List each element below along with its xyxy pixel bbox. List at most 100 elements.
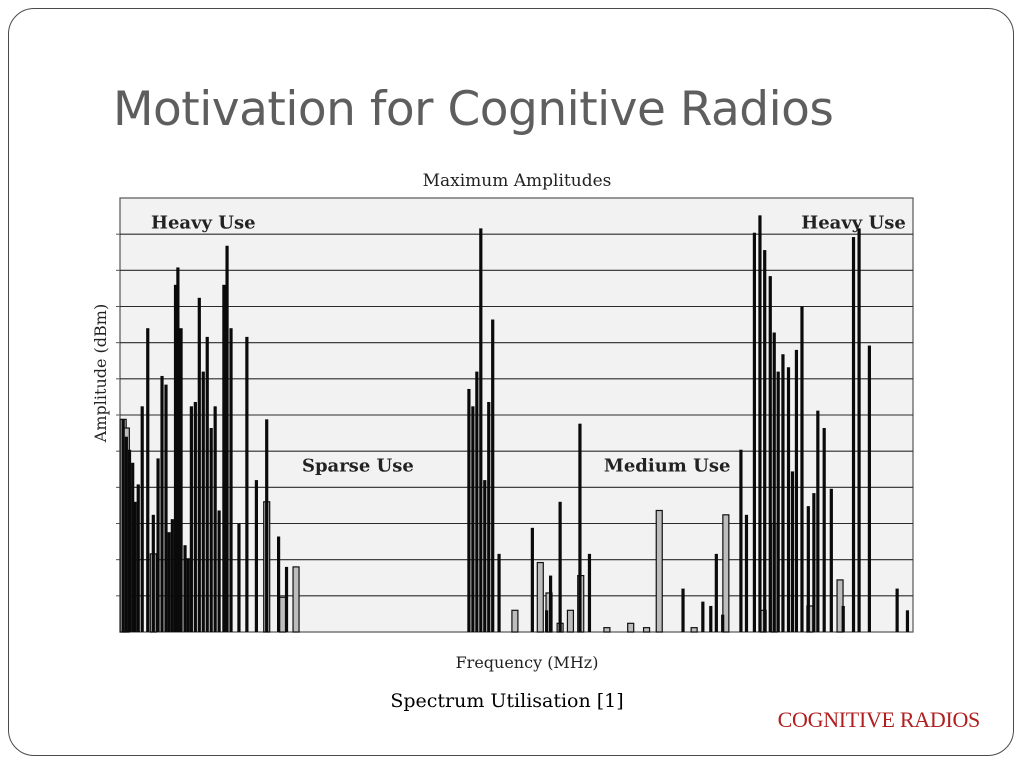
bar xyxy=(491,319,495,632)
bar xyxy=(151,514,155,632)
bar xyxy=(479,228,483,632)
bar xyxy=(156,458,160,632)
bar xyxy=(254,480,258,632)
bar xyxy=(800,306,804,632)
bar xyxy=(124,436,128,632)
bar xyxy=(681,588,685,632)
annotation-label: Medium Use xyxy=(604,455,730,476)
gridlines xyxy=(116,233,913,597)
bar xyxy=(284,566,289,632)
bar xyxy=(213,406,217,632)
bar xyxy=(776,371,780,632)
dark-series-bars xyxy=(121,215,910,633)
bar xyxy=(536,561,544,633)
bar xyxy=(578,423,582,632)
bar xyxy=(189,406,193,632)
bar xyxy=(497,553,501,632)
bar xyxy=(245,336,249,632)
bar xyxy=(229,328,233,632)
bar xyxy=(566,609,575,633)
bar xyxy=(739,449,743,632)
bar xyxy=(205,336,209,632)
slide-frame xyxy=(8,8,1014,756)
bar xyxy=(483,480,487,632)
bar xyxy=(816,410,820,632)
bar xyxy=(812,493,816,632)
bar xyxy=(851,237,856,632)
footer-brand: COGNITIVE RADIOS xyxy=(777,707,981,732)
annotation-label: Sparse Use xyxy=(302,455,414,476)
bar xyxy=(758,215,762,633)
bar xyxy=(167,532,171,632)
bar xyxy=(222,284,226,632)
bar xyxy=(193,401,197,632)
bar xyxy=(790,471,795,632)
y-axis-label: Amplitude (dBm) xyxy=(91,304,110,443)
bar xyxy=(768,276,772,632)
bar xyxy=(201,371,205,632)
bar xyxy=(136,484,140,632)
bar xyxy=(829,488,833,632)
bar xyxy=(265,419,269,632)
bar xyxy=(127,449,132,632)
bar xyxy=(183,545,187,632)
bar xyxy=(170,519,174,632)
bar xyxy=(587,553,592,632)
bar xyxy=(822,428,826,632)
bar xyxy=(511,609,519,633)
x-axis-label: Frequency (MHz) xyxy=(456,653,599,672)
bar xyxy=(278,596,287,633)
bar xyxy=(642,627,651,633)
annotations: Heavy Use Sparse Use Medium Use Heavy Use xyxy=(151,212,906,476)
bar xyxy=(530,527,534,632)
figure-caption: Spectrum Utilisation [1] xyxy=(390,690,624,712)
bar xyxy=(744,514,749,632)
bar xyxy=(487,401,491,632)
bar xyxy=(160,375,164,632)
bar xyxy=(131,462,135,632)
bar xyxy=(179,328,183,632)
bar xyxy=(721,614,725,632)
bar xyxy=(545,610,549,632)
bar xyxy=(209,428,213,632)
bar xyxy=(836,579,844,633)
bar xyxy=(752,232,756,632)
slide-title: Motivation for Cognitive Radios xyxy=(113,82,834,137)
bar xyxy=(173,284,178,632)
bar xyxy=(857,228,861,632)
bar xyxy=(121,419,125,632)
bar xyxy=(133,501,137,632)
bar xyxy=(690,627,698,633)
bar xyxy=(655,509,663,633)
bar xyxy=(895,588,899,632)
bar xyxy=(603,627,611,633)
bar xyxy=(806,506,810,632)
bar xyxy=(627,622,635,633)
bar xyxy=(225,245,229,633)
bar xyxy=(714,553,718,632)
chart-title: Maximum Amplitudes xyxy=(423,171,612,191)
bar xyxy=(176,267,180,632)
bar xyxy=(237,523,241,632)
bar xyxy=(709,605,713,632)
bar xyxy=(867,345,871,632)
annotation-label: Heavy Use xyxy=(801,212,906,233)
bar xyxy=(722,514,730,633)
bar xyxy=(277,536,281,632)
bar xyxy=(467,388,471,632)
bar xyxy=(786,367,791,632)
bar xyxy=(841,605,845,632)
bar xyxy=(292,566,300,633)
bar xyxy=(772,332,776,632)
bar xyxy=(146,328,150,632)
bar xyxy=(475,371,479,632)
bar xyxy=(197,297,201,632)
bar xyxy=(558,501,562,632)
bar xyxy=(140,406,144,632)
bar xyxy=(164,384,168,632)
bar xyxy=(794,349,799,632)
annotation-label: Heavy Use xyxy=(151,212,256,233)
bar xyxy=(471,406,475,632)
bar xyxy=(217,510,221,632)
bar xyxy=(763,250,767,632)
